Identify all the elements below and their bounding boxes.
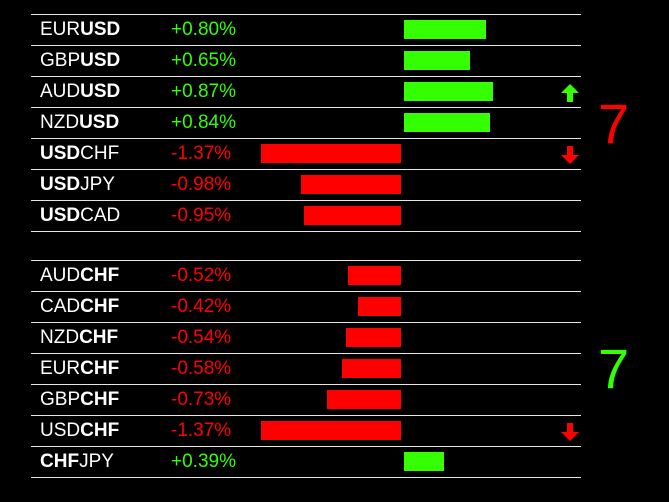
pair-base: USD — [40, 143, 81, 164]
pair-row: GBPCHF -0.73% — [31, 384, 581, 415]
arrow-down-icon — [561, 146, 579, 164]
pair-quote: USD — [80, 81, 121, 102]
pair-quote: CHF — [80, 265, 120, 286]
pair-quote: USD — [80, 19, 121, 40]
pair-name: USDCAD — [40, 206, 120, 226]
change-percent: +0.80% — [171, 19, 236, 40]
pair-name: USDJPY — [40, 175, 115, 195]
pair-base: EUR — [40, 358, 81, 379]
pair-name: NZDCHF — [40, 328, 118, 348]
pair-row: CHFJPY +0.39% — [31, 446, 581, 478]
positive-change-bar — [404, 20, 486, 39]
negative-change-bar — [261, 144, 401, 163]
pair-name: NZDUSD — [40, 113, 119, 133]
change-percent: -0.54% — [171, 327, 232, 348]
change-percent: +0.87% — [171, 81, 236, 102]
change-percent: -0.58% — [171, 358, 232, 379]
arrow-up-icon — [561, 84, 579, 102]
negative-change-bar — [261, 421, 401, 440]
positive-change-bar — [404, 82, 493, 101]
negative-change-bar — [341, 359, 401, 378]
positive-change-bar — [404, 113, 490, 132]
pair-row: USDCHF -1.37% — [31, 415, 581, 446]
pair-name: USDCHF — [40, 421, 119, 441]
negative-change-bar — [326, 390, 401, 409]
pair-quote: CHF — [80, 296, 120, 317]
change-percent: -0.73% — [171, 389, 232, 410]
pair-base: AUD — [40, 81, 81, 102]
pair-name: AUDUSD — [40, 82, 120, 102]
pair-base: EUR — [40, 19, 81, 40]
pair-row: USDCAD -0.95% — [31, 200, 581, 232]
pair-row: EURCHF -0.58% — [31, 353, 581, 384]
pair-base: CHF — [40, 451, 80, 472]
negative-change-bar — [345, 328, 401, 347]
pair-quote: CHF — [80, 358, 120, 379]
change-percent: -1.37% — [171, 420, 232, 441]
pair-name: EURCHF — [40, 359, 119, 379]
negative-change-bar — [301, 175, 401, 194]
usd-pair-table: EURUSD +0.80% GBPUSD +0.65% AUDUSD +0.87% NZDU… — [31, 14, 581, 232]
pair-row: NZDUSD +0.84% — [31, 107, 581, 138]
change-percent: -0.98% — [171, 174, 232, 195]
pair-quote: CHF — [80, 143, 120, 164]
pair-row: GBPUSD +0.65% — [31, 45, 581, 76]
change-percent: +0.84% — [171, 112, 236, 133]
pair-base: CAD — [40, 296, 81, 317]
pair-name: CHFJPY — [40, 452, 114, 472]
pair-quote: CAD — [80, 205, 121, 226]
pair-row: USDCHF -1.37% — [31, 138, 581, 169]
pair-base: USD — [40, 174, 81, 195]
arrow-down-icon — [561, 423, 579, 441]
pair-base: AUD — [40, 265, 81, 286]
change-percent: +0.39% — [171, 451, 236, 472]
chf-pair-table: AUDCHF -0.52% CADCHF -0.42% NZDCHF -0.54% EURC… — [31, 260, 581, 478]
pair-quote: CHF — [80, 420, 120, 441]
pair-name: EURUSD — [40, 20, 120, 40]
negative-change-bar — [347, 266, 401, 285]
pair-base: GBP — [40, 50, 81, 71]
pair-base: USD — [40, 205, 81, 226]
pair-quote: CHF — [79, 327, 119, 348]
pair-quote: USD — [79, 112, 120, 133]
pair-row: AUDCHF -0.52% — [31, 260, 581, 291]
pair-quote: JPY — [80, 174, 115, 195]
pair-base: USD — [40, 420, 81, 441]
pair-row: AUDUSD +0.87% — [31, 76, 581, 107]
change-percent: +0.65% — [171, 50, 236, 71]
chf-strength-count: 7 — [598, 337, 630, 400]
pair-base: GBP — [40, 389, 81, 410]
pair-name: AUDCHF — [40, 266, 119, 286]
pair-name: GBPUSD — [40, 51, 120, 71]
change-percent: -1.37% — [171, 143, 232, 164]
pair-row: EURUSD +0.80% — [31, 14, 581, 45]
change-percent: -0.52% — [171, 265, 232, 286]
usd-strength-count: 7 — [598, 92, 630, 155]
pair-row: CADCHF -0.42% — [31, 291, 581, 322]
pair-name: GBPCHF — [40, 390, 119, 410]
change-percent: -0.95% — [171, 205, 232, 226]
pair-row: NZDCHF -0.54% — [31, 322, 581, 353]
pair-quote: CHF — [80, 389, 120, 410]
pair-quote: JPY — [79, 451, 114, 472]
positive-change-bar — [404, 51, 471, 70]
pair-base: NZD — [40, 112, 80, 133]
pair-name: CADCHF — [40, 297, 119, 317]
pair-name: USDCHF — [40, 144, 119, 164]
pair-row: USDJPY -0.98% — [31, 169, 581, 200]
pair-base: NZD — [40, 327, 80, 348]
positive-change-bar — [404, 452, 444, 471]
negative-change-bar — [304, 206, 401, 225]
pair-quote: USD — [80, 50, 121, 71]
negative-change-bar — [358, 297, 401, 316]
change-percent: -0.42% — [171, 296, 232, 317]
